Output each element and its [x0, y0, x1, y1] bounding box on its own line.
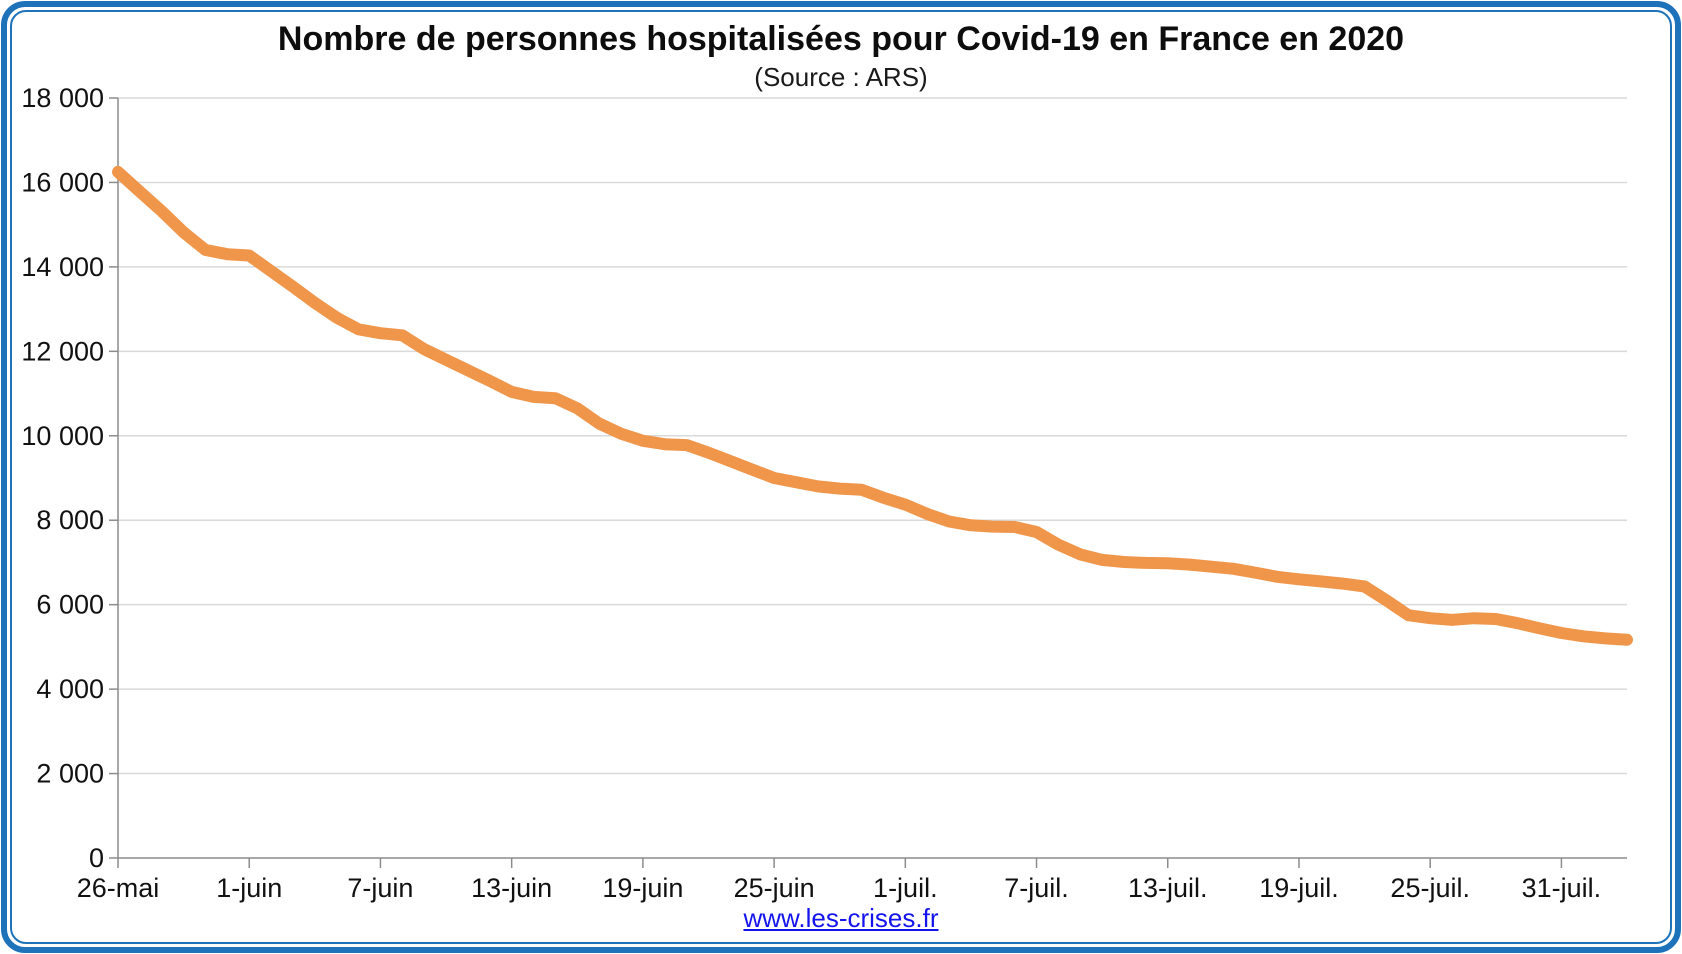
y-tick-label: 0 [89, 843, 104, 873]
chart-title: Nombre de personnes hospitalisées pour C… [277, 20, 1405, 58]
chart-subtitle: (Source : ARS) [754, 62, 928, 92]
y-tick-label: 4 000 [36, 674, 104, 704]
x-tick-label: 26-mai [77, 873, 160, 903]
x-tick-label: 13-juin [471, 873, 552, 903]
x-tick-label: 25-juin [734, 873, 815, 903]
x-tick-label: 1-juil. [873, 873, 938, 903]
y-tick-label: 6 000 [36, 590, 104, 620]
y-tick-label: 14 000 [21, 252, 104, 282]
footer: www.les-crises.fr [0, 903, 1682, 934]
x-tick-label: 7-juin [347, 873, 413, 903]
x-tick-label: 13-juil. [1128, 873, 1208, 903]
y-tick-label: 16 000 [21, 167, 104, 197]
y-tick-label: 2 000 [36, 759, 104, 789]
les-crises-link[interactable]: www.les-crises.fr [743, 903, 939, 933]
x-tick-label: 1-juin [216, 873, 282, 903]
x-tick-label: 31-juil. [1522, 873, 1602, 903]
y-tick-label: 12 000 [21, 336, 104, 366]
x-tick-label: 19-juin [602, 873, 683, 903]
y-tick-label: 18 000 [21, 83, 104, 113]
x-tick-label: 25-juil. [1390, 873, 1470, 903]
y-tick-label: 8 000 [36, 505, 104, 535]
y-tick-label: 10 000 [21, 421, 104, 451]
x-tick-label: 19-juil. [1259, 873, 1339, 903]
x-tick-label: 7-juil. [1004, 873, 1069, 903]
data-line [112, 165, 1633, 646]
